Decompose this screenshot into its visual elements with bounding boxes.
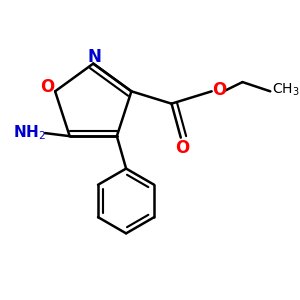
Text: O: O — [212, 81, 226, 99]
Text: NH$_2$: NH$_2$ — [13, 124, 46, 142]
Text: O: O — [175, 140, 189, 158]
Text: N: N — [87, 48, 101, 66]
Text: O: O — [40, 78, 55, 96]
Text: CH$_3$: CH$_3$ — [272, 82, 299, 98]
